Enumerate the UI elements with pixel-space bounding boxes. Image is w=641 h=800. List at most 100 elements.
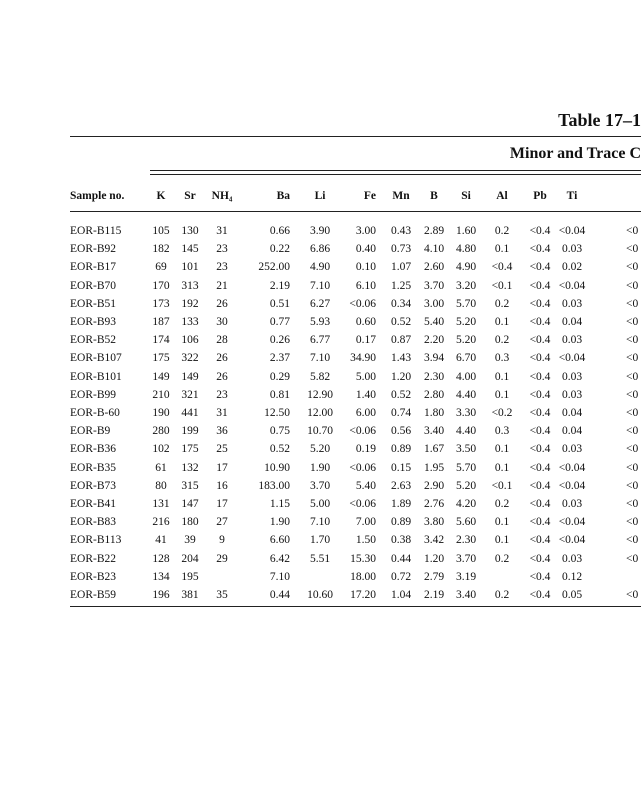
cell: 5.40 xyxy=(423,316,445,328)
cell: <0 xyxy=(626,552,639,565)
cell: <0.04 xyxy=(558,461,586,474)
row-label: EOR-B99 xyxy=(70,388,116,401)
cell: 1.90 xyxy=(269,516,290,529)
cell: 321 xyxy=(181,388,199,401)
cell: 0.52 xyxy=(269,443,290,456)
cell: 4.40 xyxy=(455,425,477,438)
cell: <0 xyxy=(626,498,639,510)
column-header: Ba xyxy=(276,190,290,202)
cell: 2.89 xyxy=(423,225,445,237)
cell: <0.4 xyxy=(529,297,551,310)
cell: 0.03 xyxy=(561,443,583,456)
cell: 0.03 xyxy=(561,370,583,383)
cell: 5.51 xyxy=(309,552,331,565)
cell: 9 xyxy=(219,534,225,547)
rule xyxy=(70,136,641,137)
cell: 3.19 xyxy=(455,570,477,583)
cell: <0 xyxy=(626,334,639,347)
cell: <0 xyxy=(626,279,639,292)
cell: 147 xyxy=(181,498,199,510)
cell: 5.20 xyxy=(455,316,477,328)
cell: 31 xyxy=(216,407,228,419)
cell: 2.19 xyxy=(423,589,445,601)
cell: <0 xyxy=(626,461,639,474)
cell: 4.90 xyxy=(455,261,477,274)
cell: 3.20 xyxy=(455,279,477,292)
cell: 0.56 xyxy=(390,425,412,438)
cell: 210 xyxy=(152,388,170,401)
row-label: EOR-B113 xyxy=(70,534,122,547)
cell: 2.80 xyxy=(423,388,445,401)
cell: 0.2 xyxy=(494,498,510,510)
cell: 192 xyxy=(181,297,199,310)
cell: 1.50 xyxy=(355,534,376,547)
row-label: EOR-B83 xyxy=(70,516,116,529)
cell: 6.27 xyxy=(309,297,331,310)
cell: 2.76 xyxy=(423,498,445,510)
column-header: Al xyxy=(496,190,508,202)
row-label: EOR-B41 xyxy=(70,498,116,510)
cell: 17 xyxy=(216,461,228,474)
cell: <0.4 xyxy=(529,407,551,419)
column-header: Fe xyxy=(363,190,376,202)
cell: 3.40 xyxy=(423,425,445,438)
rule xyxy=(150,170,641,171)
cell: <0.06 xyxy=(349,461,376,474)
cell: 80 xyxy=(155,479,167,492)
cell: <0.04 xyxy=(558,479,586,492)
cell: 2.30 xyxy=(455,534,477,547)
cell: 26 xyxy=(216,370,228,383)
cell: 31 xyxy=(216,225,228,237)
cell: 313 xyxy=(181,279,199,292)
cell: 1.20 xyxy=(423,552,445,565)
cell: <0.4 xyxy=(529,370,551,383)
cell: 2.37 xyxy=(269,352,290,365)
row-label: EOR-B115 xyxy=(70,225,122,237)
cell: 182 xyxy=(152,243,170,256)
cell: 170 xyxy=(152,279,170,292)
cell: 1.90 xyxy=(309,461,331,474)
column-header: Sr xyxy=(184,190,196,202)
cell: 18.00 xyxy=(350,570,376,583)
cell: 0.2 xyxy=(494,334,510,347)
cell: 204 xyxy=(181,552,199,565)
cell: <0.4 xyxy=(529,261,551,274)
rule xyxy=(150,174,641,175)
cell: 0.44 xyxy=(390,552,412,565)
cell: 149 xyxy=(152,370,170,383)
cell: <0.1 xyxy=(491,279,513,292)
row-label: EOR-B101 xyxy=(70,370,122,383)
cell: 106 xyxy=(181,334,199,347)
row-label: EOR-B107 xyxy=(70,352,122,365)
row-label: EOR-B92 xyxy=(70,243,116,256)
cell: 0.2 xyxy=(494,589,510,601)
cell: <0.4 xyxy=(529,570,551,583)
cell: 175 xyxy=(181,443,199,456)
row-label: EOR-B17 xyxy=(70,261,116,274)
cell: 16 xyxy=(216,479,228,492)
cell: 5.93 xyxy=(309,316,331,328)
row-label: EOR-B70 xyxy=(70,279,116,292)
cell: <0 xyxy=(626,352,639,365)
cell: <0.4 xyxy=(529,443,551,456)
cell: <0.4 xyxy=(529,316,551,328)
cell: 5.60 xyxy=(455,516,477,529)
cell: <0 xyxy=(626,243,639,256)
cell: 0.19 xyxy=(355,443,376,456)
cell: 23 xyxy=(216,243,228,256)
cell: 2.19 xyxy=(269,279,290,292)
cell: <0.4 xyxy=(529,498,551,510)
column-header: Ti xyxy=(566,190,578,202)
cell: 1.20 xyxy=(390,370,412,383)
cell: 0.73 xyxy=(390,243,412,256)
cell: 175 xyxy=(152,352,170,365)
cell: <0.4 xyxy=(529,461,551,474)
cell: 0.04 xyxy=(561,316,583,328)
cell: 0.04 xyxy=(561,407,583,419)
cell: 0.34 xyxy=(390,297,412,310)
cell: 1.95 xyxy=(423,461,445,474)
column-header: Pb xyxy=(533,190,547,202)
cell: 183.00 xyxy=(258,479,290,492)
cell: 2.30 xyxy=(423,370,445,383)
cell: 1.80 xyxy=(423,407,445,419)
